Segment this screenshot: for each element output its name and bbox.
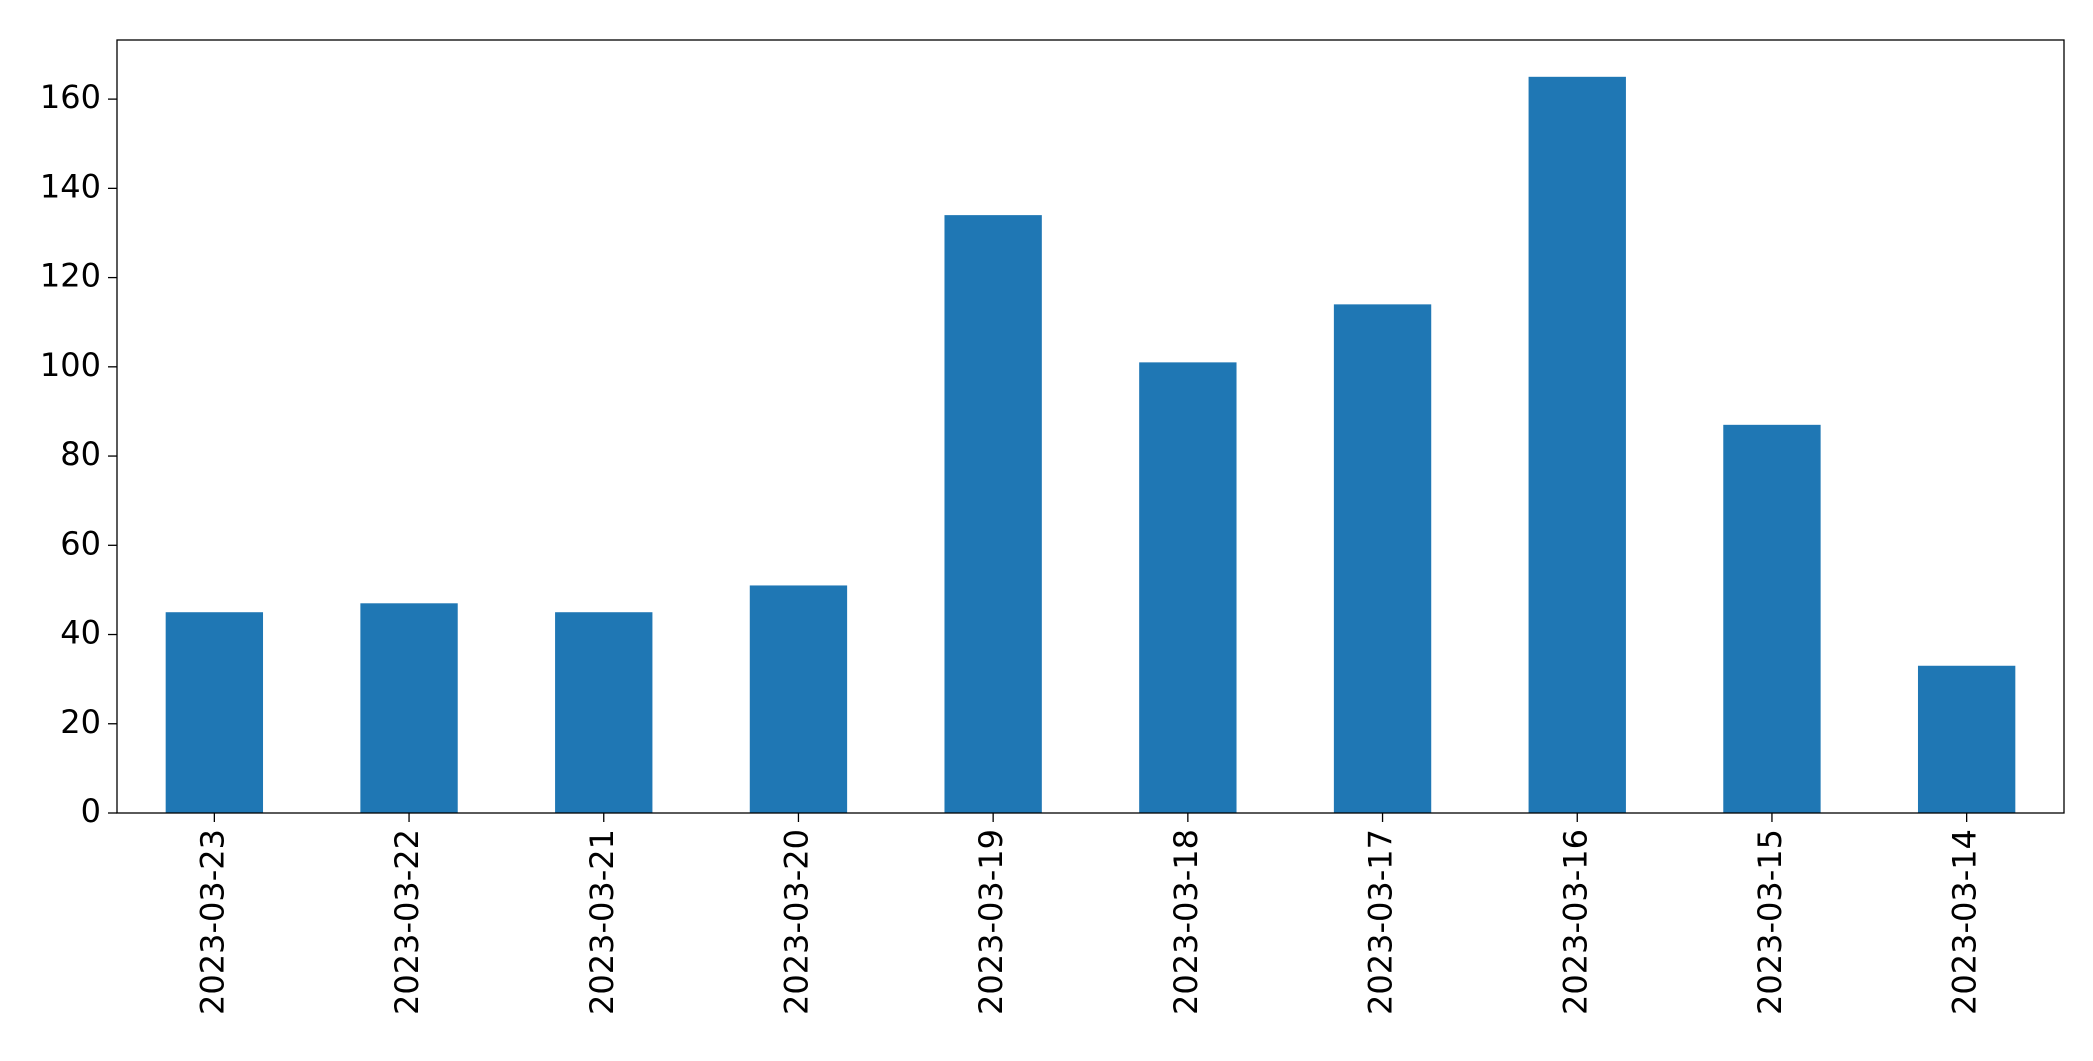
y-tick-label: 0 bbox=[81, 792, 101, 830]
y-tick-label: 80 bbox=[60, 435, 101, 473]
y-tick-label: 40 bbox=[60, 614, 101, 652]
x-tick-label: 2023-03-20 bbox=[777, 829, 815, 1015]
bar bbox=[555, 612, 653, 813]
x-tick-label: 2023-03-16 bbox=[1556, 829, 1594, 1015]
y-tick-label: 120 bbox=[40, 257, 101, 295]
bar bbox=[1528, 76, 1626, 814]
bar bbox=[944, 215, 1042, 814]
x-tick-label: 2023-03-17 bbox=[1362, 829, 1400, 1015]
x-tick-label: 2023-03-22 bbox=[388, 829, 426, 1015]
bar bbox=[1139, 362, 1237, 813]
x-tick-label: 2023-03-18 bbox=[1167, 829, 1205, 1015]
bar bbox=[360, 603, 458, 813]
y-tick-label: 60 bbox=[60, 524, 101, 562]
y-tick-label: 160 bbox=[40, 78, 101, 116]
plot-frame bbox=[116, 39, 2065, 814]
x-tick-label: 2023-03-23 bbox=[193, 829, 231, 1015]
x-tick-label: 2023-03-21 bbox=[583, 829, 621, 1015]
x-tick-label: 2023-03-14 bbox=[1946, 829, 1984, 1015]
bar bbox=[1723, 424, 1821, 813]
y-tick-label: 20 bbox=[60, 703, 101, 741]
y-tick-label: 140 bbox=[40, 167, 101, 205]
x-tick-label: 2023-03-19 bbox=[972, 829, 1010, 1015]
bar bbox=[165, 612, 264, 813]
y-tick-label: 100 bbox=[40, 346, 101, 384]
bar bbox=[749, 585, 848, 813]
x-tick-label: 2023-03-15 bbox=[1751, 829, 1789, 1015]
bar bbox=[1917, 665, 2016, 813]
bar bbox=[1333, 304, 1432, 813]
